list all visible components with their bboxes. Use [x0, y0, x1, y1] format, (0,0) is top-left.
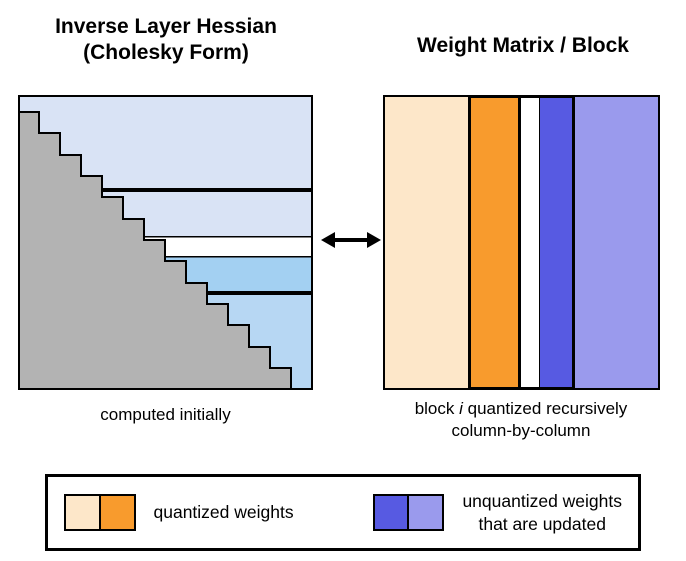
weight-matrix-caption-line1: block i quantized recursively: [368, 398, 674, 420]
unquantized-label-line2: that are updated: [478, 513, 606, 534]
hessian-title-line2: (Cholesky Form): [83, 41, 249, 65]
quantized-swatch-pair: [64, 494, 136, 531]
block-top-boundary: [18, 188, 313, 192]
hessian-title-line1: Inverse Layer Hessian: [55, 15, 277, 38]
caption-suffix: quantized recursively: [462, 399, 628, 418]
hessian-caption: computed initially: [18, 404, 313, 426]
legend: quantized weights unquantized weights th…: [45, 474, 641, 551]
future-columns-region: [574, 97, 658, 388]
thin-separator-top: [18, 236, 313, 238]
unquantized-legend-label: unquantized weights that are updated: [462, 490, 622, 536]
block-unquantized-columns: [538, 98, 572, 387]
lavender-swatch: [407, 494, 445, 531]
weight-matrix-caption-line2: column-by-column: [451, 421, 591, 441]
discarded-lower-triangle: [18, 111, 292, 390]
quantized-legend-label: quantized weights: [153, 502, 294, 523]
hessian-diagram: [18, 95, 313, 390]
blue-swatch: [372, 494, 410, 531]
weight-matrix-title-text: Weight Matrix / Block: [417, 34, 629, 57]
hessian-outer-border: [18, 95, 313, 390]
double-arrow-icon: [321, 232, 381, 248]
weight-matrix-diagram: [383, 95, 660, 390]
current-block-outline: [468, 95, 575, 390]
unquantized-label-line1: unquantized weights: [462, 490, 622, 511]
weight-matrix-caption: block i quantized recursively column-by-…: [368, 398, 674, 443]
block-index-var: i: [459, 399, 463, 418]
peach-swatch: [64, 494, 101, 531]
weight-matrix-title: Weight Matrix / Block: [383, 33, 663, 59]
quantized-columns-region: [385, 97, 469, 388]
caption-prefix: block: [414, 399, 460, 418]
hessian-caption-text: computed initially: [100, 405, 231, 424]
orange-swatch: [98, 494, 136, 531]
hessian-title: Inverse Layer Hessian (Cholesky Form): [0, 14, 332, 67]
block-quantized-columns: [471, 98, 522, 387]
unquantized-swatch-pair: [372, 494, 445, 531]
current-column: [521, 98, 539, 387]
